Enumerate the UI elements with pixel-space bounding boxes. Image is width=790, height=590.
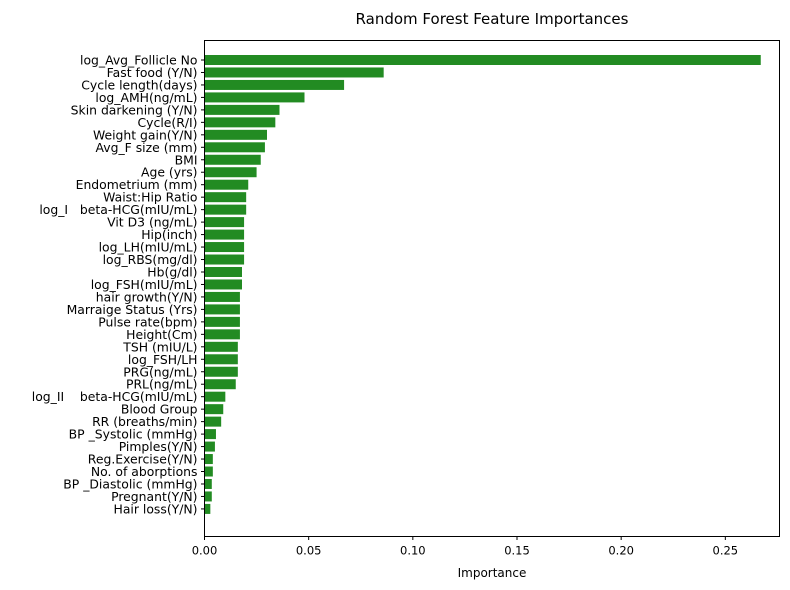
x-tick-label: 0.05: [296, 544, 322, 558]
y-tick-label: log_Avg_Follicle No: [80, 53, 198, 68]
bar: [204, 192, 247, 203]
y-tick-label: Height(Cm): [126, 327, 197, 342]
x-tick-label: 0.00: [192, 544, 218, 558]
y-tick-label: log_II beta-HCG(mIU/mL): [32, 389, 198, 404]
y-tick-label: RR (breaths/min): [92, 414, 197, 429]
x-tick-label: 0.25: [713, 544, 739, 558]
y-tick-label: Marraige Status (Yrs): [67, 302, 198, 317]
bar: [204, 441, 215, 452]
y-tick-label: BP _Diastolic (mmHg): [63, 476, 197, 491]
y-tick-label: Hair loss(Y/N): [114, 501, 198, 516]
y-tick-label: log_LH(mIU/mL): [99, 240, 198, 255]
bar: [204, 366, 238, 377]
bar: [204, 104, 280, 115]
y-tick-label: hair growth(Y/N): [96, 289, 198, 304]
bar: [204, 416, 222, 427]
y-tick-label: log_RBS(mg/dl): [103, 252, 198, 267]
bar: [204, 254, 245, 265]
y-tick-label: Vit D3 (ng/mL): [107, 215, 197, 230]
bar: [204, 454, 213, 465]
bar: [204, 429, 216, 440]
bar: [204, 354, 238, 365]
y-tick-label: Weight gain(Y/N): [93, 127, 198, 142]
bar: [204, 266, 242, 277]
bar: [204, 379, 236, 390]
chart-title: Random Forest Feature Importances: [356, 10, 629, 28]
y-tick-label: log_I beta-HCG(mIU/mL): [39, 202, 197, 217]
x-tick-label: 0.15: [504, 544, 530, 558]
bar: [204, 279, 242, 290]
bars-group: [204, 55, 761, 514]
y-tick-label: log_FSH(mIU/mL): [91, 277, 198, 292]
bar: [204, 117, 276, 128]
y-tick-label: Avg_F size (mm): [96, 140, 198, 155]
y-tick-label: Cycle length(days): [81, 77, 197, 92]
bar: [204, 217, 245, 228]
x-axis-label: Importance: [458, 566, 527, 580]
bar: [204, 503, 211, 514]
y-tick-label: Waist:Hip Ratio: [103, 190, 197, 205]
y-tick-label: Age (yrs): [141, 165, 197, 180]
x-axis-ticks: 0.00 0.05 0.10 0.15 0.20 0.25: [192, 536, 739, 558]
bar: [204, 129, 267, 140]
x-tick-label: 0.10: [400, 544, 426, 558]
bar: [204, 466, 213, 477]
bar: [204, 142, 265, 153]
bar: [204, 491, 212, 502]
y-tick-label: Cycle(R/I): [138, 115, 198, 130]
bar: [204, 304, 240, 315]
bar: [204, 204, 247, 215]
bar: [204, 154, 261, 165]
bar: [204, 167, 257, 178]
bar: [204, 92, 305, 103]
y-tick-label: Endometrium (mm): [76, 177, 198, 192]
y-tick-label: BMI: [175, 152, 198, 167]
bar: [204, 229, 245, 240]
bar: [204, 316, 240, 327]
y-tick-label: Hb(g/dl): [147, 264, 197, 279]
bar: [204, 55, 761, 65]
bar: [204, 79, 345, 90]
y-tick-label: PRL(ng/mL): [126, 377, 198, 392]
bar: [204, 341, 238, 352]
bar: [204, 291, 240, 302]
bar: [204, 329, 240, 340]
y-tick-label: Pregnant(Y/N): [111, 489, 197, 504]
y-tick-label: No. of aborptions: [91, 464, 198, 479]
y-tick-label: Skin darkening (Y/N): [71, 102, 198, 117]
y-tick-label: Reg.Exercise(Y/N): [88, 452, 198, 467]
bar: [204, 179, 249, 190]
y-tick-label: PRG(ng/mL): [123, 364, 197, 379]
x-tick-label: 0.20: [608, 544, 634, 558]
y-tick-label: BP _Systolic (mmHg): [69, 427, 198, 442]
bar: [204, 242, 245, 253]
y-tick-label: Fast food (Y/N): [107, 65, 198, 80]
bar: [204, 478, 212, 489]
plot-frame: [204, 40, 780, 537]
y-tick-label: log_FSH/LH: [128, 352, 198, 367]
y-tick-label: Pulse rate(bpm): [98, 314, 197, 329]
bar: [204, 391, 226, 402]
y-tick-label: TSH (mIU/L): [122, 339, 197, 354]
bar: [204, 67, 384, 78]
y-tick-label: Blood Group: [121, 402, 198, 417]
y-tick-label: log_AMH(ng/mL): [95, 90, 197, 105]
y-tick-label: Pimples(Y/N): [119, 439, 198, 454]
bar: [204, 404, 224, 415]
y-tick-label: Hip(inch): [141, 227, 197, 242]
